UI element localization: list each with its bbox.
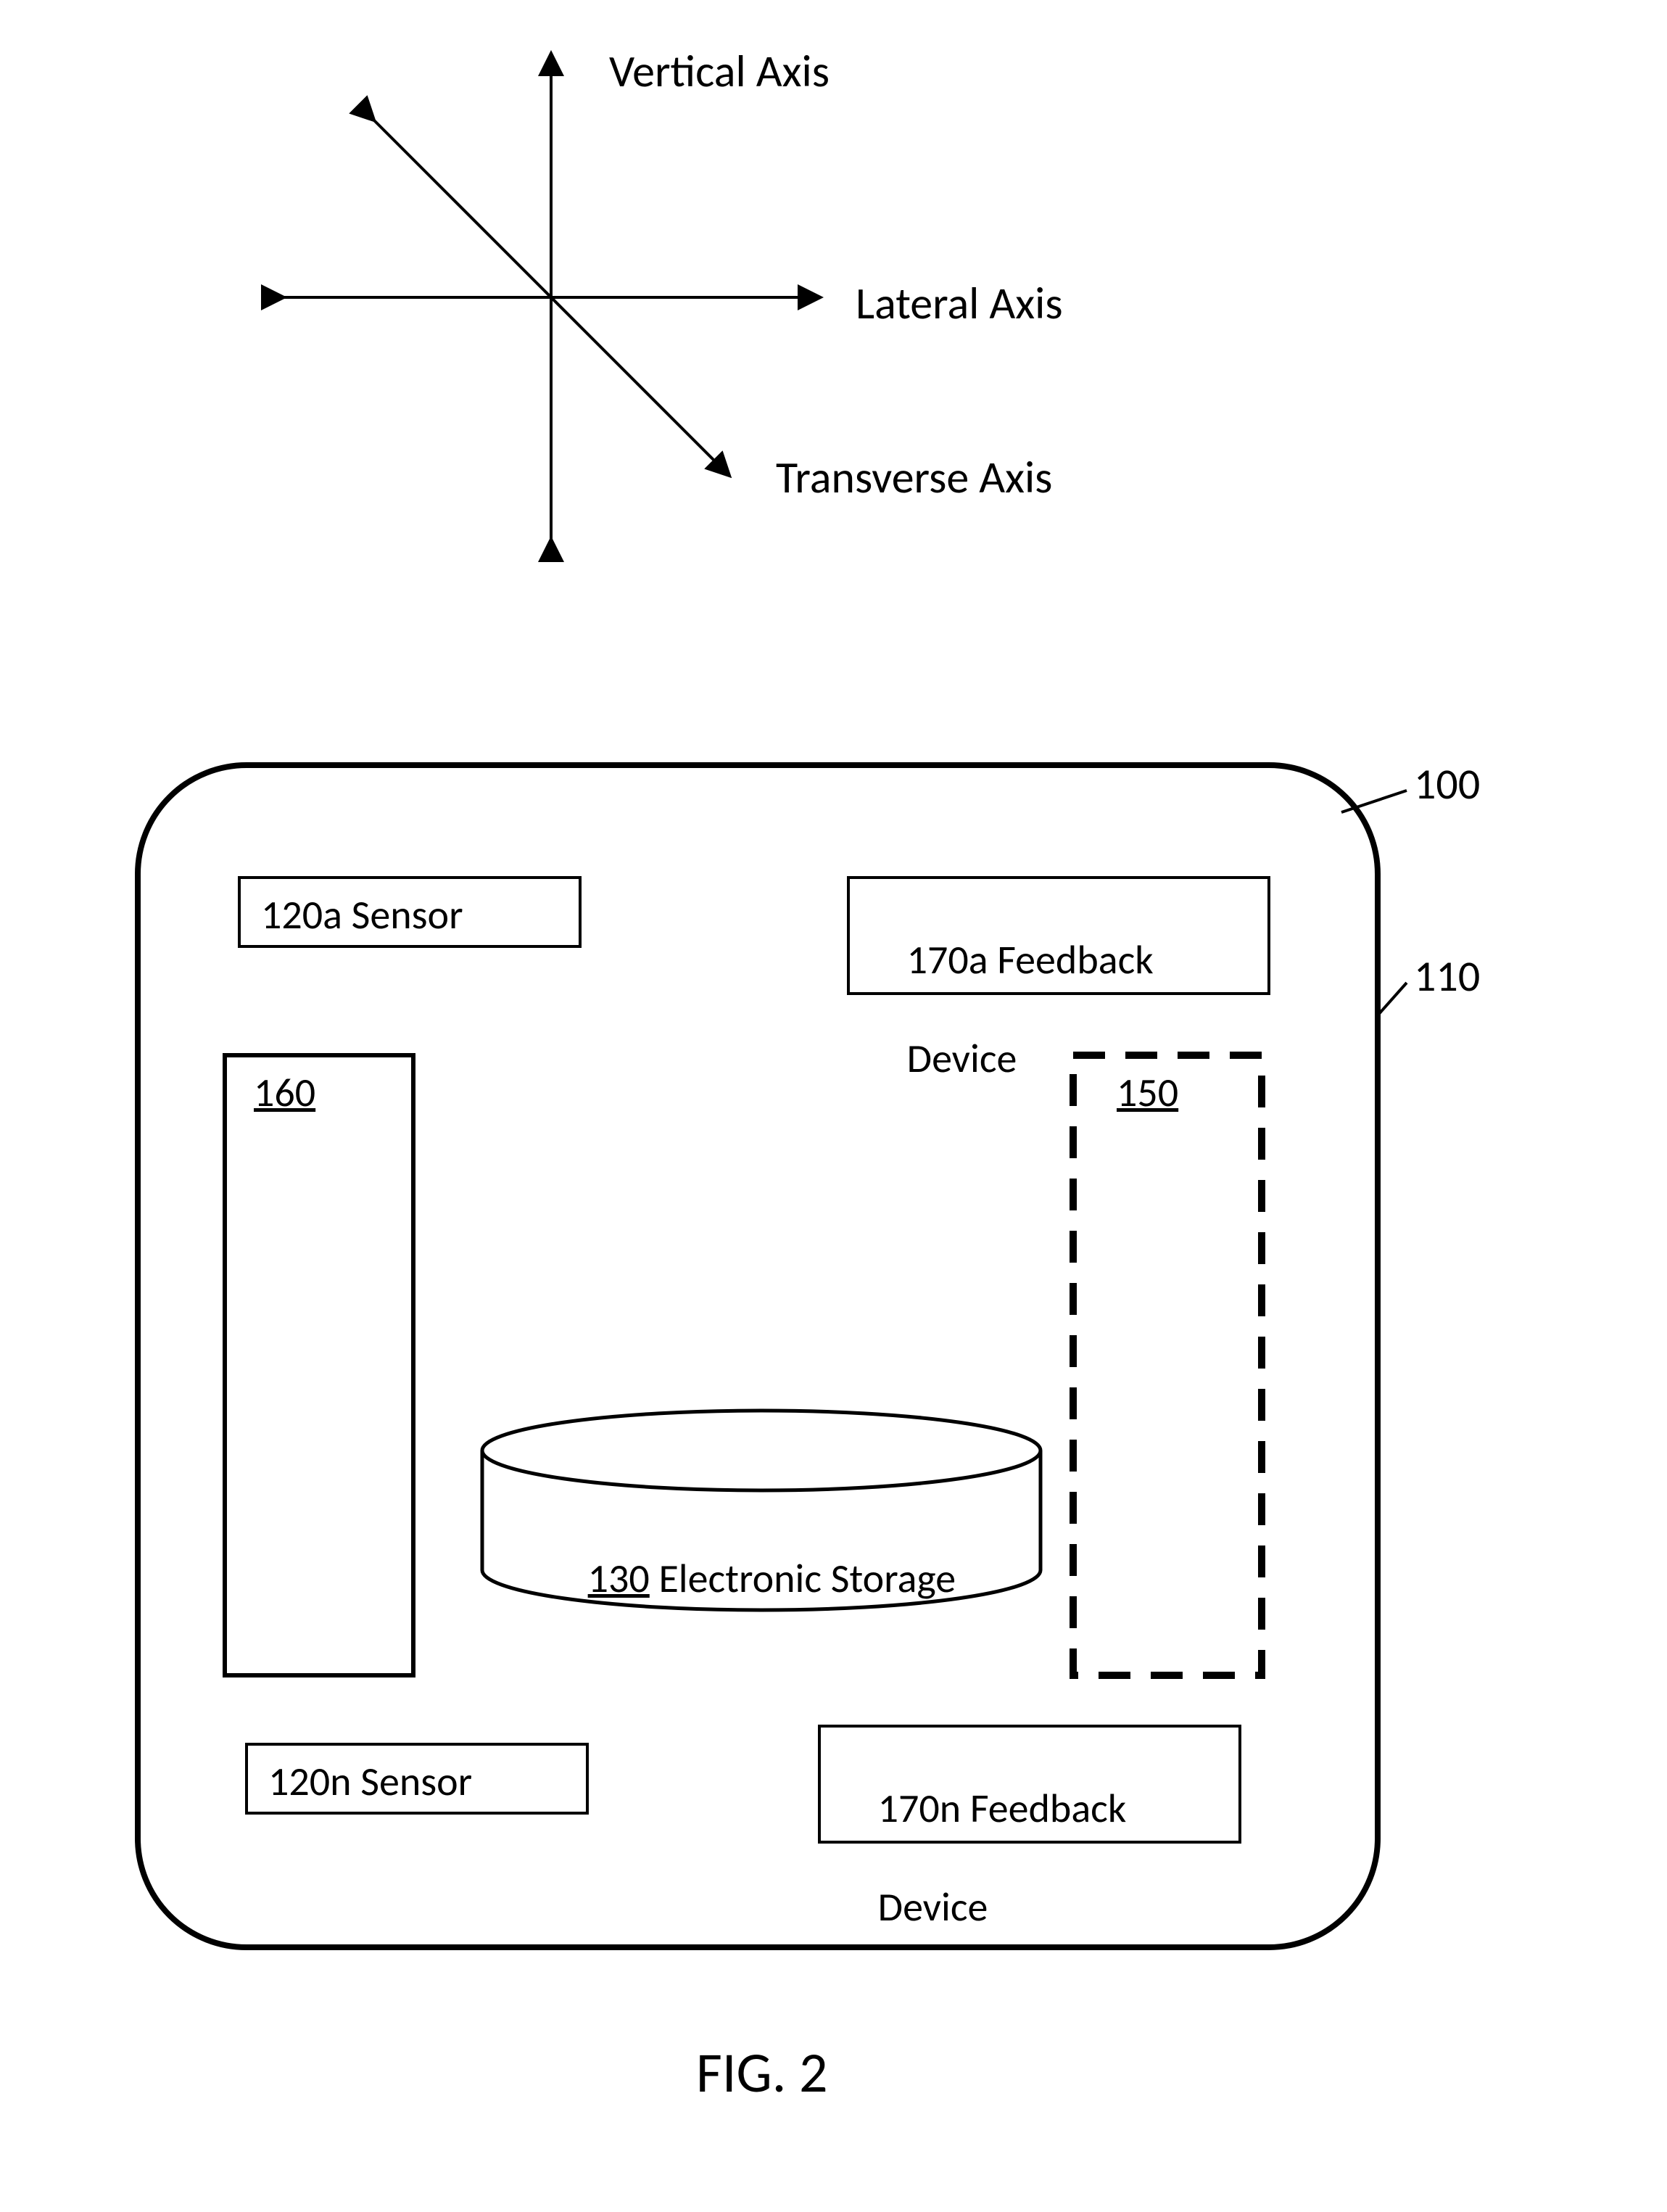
feedback-n-line1: 170n Feedback: [878, 1784, 1127, 1833]
sensor-a-label: 120a Sensor: [261, 891, 463, 940]
box160-label: 160: [254, 1068, 315, 1118]
axis-lateral-label: Lateral Axis: [856, 276, 1063, 331]
axes-svg: [0, 0, 1667, 2212]
axis-transverse-label: Transverse Axis: [776, 450, 1052, 505]
feedback-n-line2: Device: [878, 1883, 988, 1932]
feedback-a-line1: 170a Feedback: [907, 936, 1154, 985]
storage-label-rest: Electronic Storage: [650, 1554, 956, 1604]
feedback-n-label: 170n Feedback Device: [841, 1735, 1126, 1981]
callout-100: 100: [1414, 758, 1480, 811]
storage-label-num: 130: [588, 1554, 650, 1604]
axis-vertical-label: Vertical Axis: [609, 44, 830, 99]
storage-top: [482, 1411, 1041, 1490]
feedback-a-line2: Device: [907, 1034, 1017, 1084]
block-150: [1073, 1055, 1262, 1675]
block-160: [225, 1055, 413, 1675]
sensor-n-label: 120n Sensor: [268, 1757, 472, 1807]
figure-caption: FIG. 2: [696, 2038, 828, 2107]
feedback-a-label: 170a Feedback Device: [870, 886, 1154, 1133]
callout-110: 110: [1414, 950, 1480, 1003]
stage: Vertical Axis Lateral Axis Transverse Ax…: [0, 0, 1667, 2212]
box150-label: 150: [1117, 1068, 1178, 1118]
storage-label: 130 Electronic Storage: [551, 1505, 956, 1653]
callout-110-line: [1378, 983, 1407, 1015]
